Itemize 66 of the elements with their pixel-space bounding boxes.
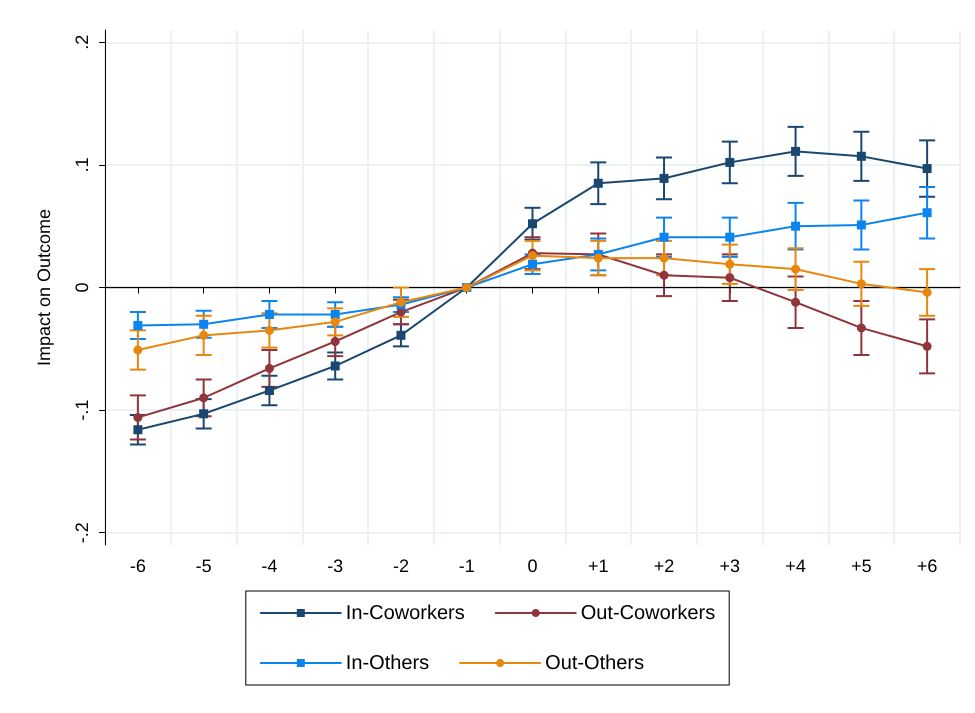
point <box>922 164 932 174</box>
point <box>133 321 142 330</box>
x-tick-label: +4 <box>785 556 806 576</box>
point <box>791 146 800 156</box>
point <box>528 219 537 228</box>
legend-label: Out-Coworkers <box>580 602 716 624</box>
x-tick-label: -2 <box>392 556 409 576</box>
y-tick-label: .1 <box>72 157 92 172</box>
point <box>264 364 274 373</box>
y-tick-label: 0 <box>72 282 92 293</box>
point <box>199 393 208 402</box>
point <box>396 330 406 340</box>
point <box>528 260 537 269</box>
point <box>856 323 866 332</box>
point <box>856 220 866 230</box>
point <box>133 425 142 434</box>
point <box>528 251 537 260</box>
point <box>725 260 734 269</box>
point <box>594 254 603 263</box>
point <box>791 264 800 274</box>
point <box>396 298 406 307</box>
point <box>199 409 208 418</box>
point <box>922 288 932 297</box>
point <box>856 279 866 288</box>
x-tick-label: -4 <box>261 556 278 576</box>
x-tick-label: +5 <box>851 556 872 576</box>
point <box>922 342 932 351</box>
point <box>594 178 603 188</box>
point <box>264 310 274 319</box>
point <box>922 208 932 218</box>
legend-label: Out-Others <box>545 652 644 674</box>
y-axis-title: Impact on Outcome <box>34 208 54 366</box>
point <box>660 232 669 242</box>
point <box>264 386 274 395</box>
point <box>330 317 340 326</box>
point <box>199 320 208 329</box>
legend-label: In-Others <box>346 652 430 674</box>
point <box>791 222 800 231</box>
x-tick-label: -1 <box>458 556 475 576</box>
x-tick-label: +1 <box>588 556 609 576</box>
point <box>660 270 669 280</box>
y-tick-label: -.2 <box>72 522 92 544</box>
x-tick-label: -3 <box>327 556 344 576</box>
point <box>725 158 734 167</box>
point <box>791 298 800 307</box>
point <box>660 254 669 263</box>
x-tick-label: -6 <box>130 556 146 576</box>
point <box>856 152 866 161</box>
point <box>133 346 142 355</box>
point <box>199 330 208 340</box>
x-tick-label: +6 <box>916 556 938 576</box>
x-tick-label: +2 <box>654 556 674 576</box>
x-tick-label: +3 <box>720 556 740 576</box>
point <box>725 273 734 282</box>
point <box>133 412 142 422</box>
point <box>660 174 669 183</box>
x-tick-label: 0 <box>527 556 538 576</box>
x-tick-label: -5 <box>196 556 212 576</box>
y-tick-label: .2 <box>72 34 92 50</box>
point <box>330 336 340 346</box>
y-tick-label: -.1 <box>72 400 92 421</box>
point <box>330 361 340 370</box>
legend-label: In-Coworkers <box>346 602 465 624</box>
point <box>725 232 734 242</box>
point <box>330 310 340 319</box>
point <box>264 326 274 335</box>
